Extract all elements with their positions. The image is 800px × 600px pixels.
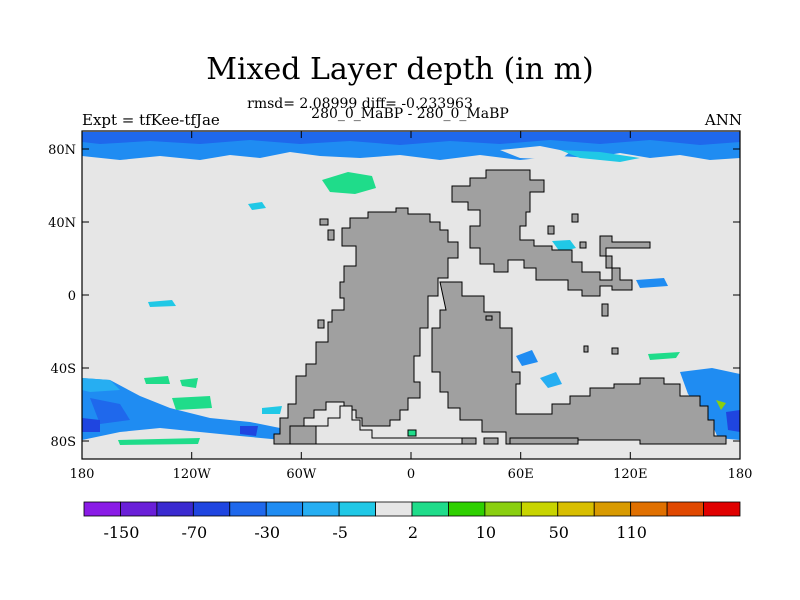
land-masses	[273, 169, 727, 445]
colorbar-labels: -150 -70 -30 -5 2 10 50 110	[103, 523, 646, 542]
colorbar-box	[83, 501, 121, 517]
y-tick-label: 40N	[48, 216, 76, 231]
anomaly-patches	[82, 132, 740, 445]
colorbar-label: -30	[254, 523, 280, 542]
colorbar-label: 50	[549, 523, 569, 542]
stats-label: rmsd= 2.08999 diff= -0.233963	[247, 96, 473, 112]
colorbar-box	[703, 501, 741, 517]
colorbar-label: -5	[332, 523, 348, 542]
colorbar-label: 10	[476, 523, 496, 542]
x-tick-label: 60W	[286, 467, 317, 482]
colorbar-label: 2	[408, 523, 418, 542]
colorbar-box	[229, 501, 267, 517]
x-tick-label: 60E	[508, 467, 534, 482]
y-tick-label: 80S	[51, 435, 76, 450]
colorbar-box	[411, 501, 449, 517]
colorbar-box	[557, 501, 595, 517]
chart-title: Mixed Layer depth (in m)	[206, 52, 594, 87]
colorbar-box	[484, 501, 522, 517]
colorbar-box	[120, 501, 158, 517]
expt-label: Expt = tfKee-tfJae	[82, 111, 220, 129]
southern-land	[431, 281, 727, 445]
colorbar-box	[265, 501, 304, 517]
y-tick-label: 0	[68, 289, 76, 304]
colorbar-label: -150	[103, 523, 139, 542]
eurasia-land	[451, 169, 651, 297]
y-tick-label: 80N	[48, 143, 76, 158]
x-tick-label: 120W	[173, 467, 212, 482]
southern-ocean-west	[82, 378, 282, 440]
x-tick-label: 0	[407, 467, 415, 482]
colorbar-box	[593, 501, 632, 517]
colorbar-label: -70	[181, 523, 207, 542]
colorbar-box	[302, 501, 340, 517]
colorbar-box	[338, 501, 376, 517]
colorbar-box	[630, 501, 668, 517]
cases-label: 280_0_MaBP - 280_0_MaBP	[311, 106, 509, 122]
colorbar-box	[448, 501, 486, 517]
colorbar-box	[192, 501, 231, 517]
x-tick-label: 120E	[613, 467, 647, 482]
x-tick-label: 180	[70, 467, 95, 482]
southern-ocean-east	[680, 368, 740, 440]
axis-ticks	[81, 131, 741, 459]
x-tick-label: 180	[728, 467, 753, 482]
colorbar-box	[156, 501, 194, 517]
americas-land	[273, 207, 459, 445]
colorbar-box	[520, 501, 559, 517]
colorbar-box	[666, 501, 704, 517]
colorbar-box	[375, 501, 413, 517]
season-label: ANN	[704, 111, 742, 129]
colorbar-label: 110	[616, 523, 647, 542]
y-tick-label: 40S	[51, 362, 76, 377]
colorbar	[83, 501, 741, 517]
npac-patch	[322, 172, 376, 194]
